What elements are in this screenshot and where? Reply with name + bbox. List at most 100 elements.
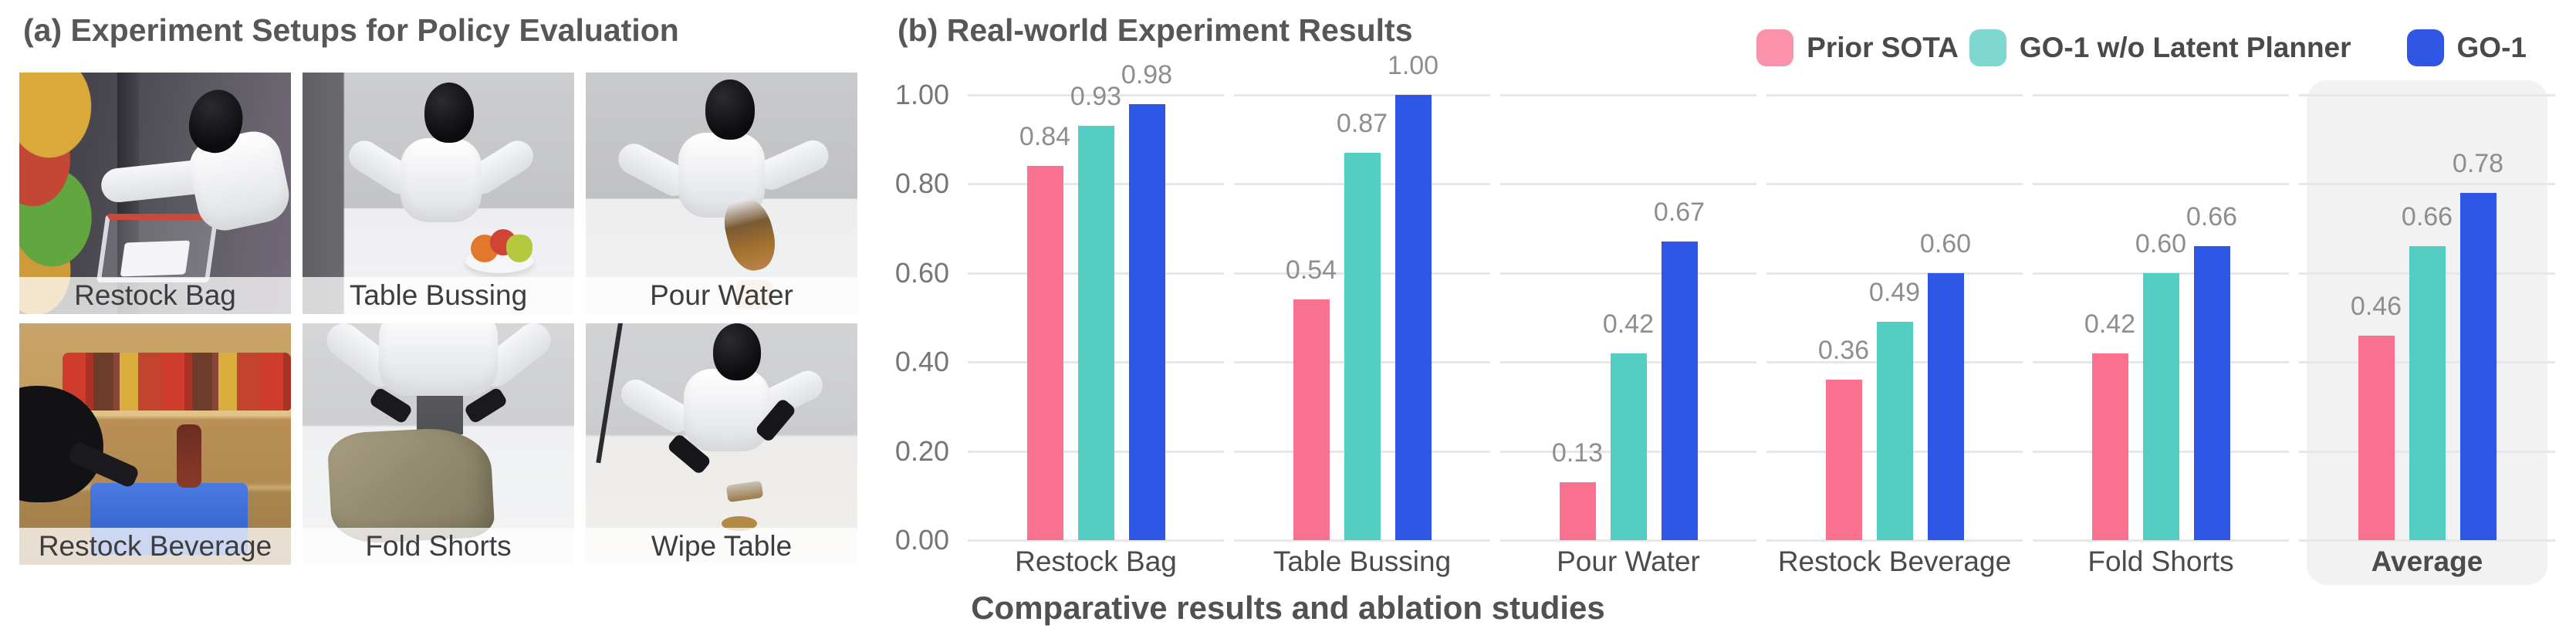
gridline: [2299, 183, 2555, 185]
legend-label: Prior SOTA: [1807, 32, 1959, 63]
bar-value-label: 0.60: [2135, 229, 2187, 258]
bar-go-1-w-o-latent-planner-restock-beverage: [1877, 322, 1913, 540]
gridline: [1500, 272, 1756, 275]
bar-go-1-fold-shorts: [2194, 246, 2230, 540]
bar-value-label: 0.66: [2401, 202, 2453, 231]
photo-decoration: [722, 516, 757, 532]
legend-label: GO-1: [2456, 32, 2527, 63]
setup-photo-restock-beverage: Restock Beverage: [19, 323, 291, 565]
x-category-label: Restock Beverage: [1777, 546, 2012, 577]
gridline: [1766, 539, 2023, 542]
photo-caption: Table Bussing: [303, 277, 574, 314]
x-category-label: Table Bussing: [1273, 546, 1452, 577]
bar-prior-sota-average: [2358, 336, 2395, 540]
legend-item-prior-sota: Prior SOTA: [1756, 29, 1959, 66]
bar-value-label: 0.98: [1121, 60, 1173, 90]
x-category-label: Restock Bag: [1015, 546, 1177, 577]
photo-decoration: [63, 352, 291, 411]
robot-head-illustration: [424, 82, 475, 143]
bar-value-label: 0.60: [1919, 229, 1972, 258]
setup-photo-table-bussing: Table Bussing: [303, 73, 574, 314]
gridline: [1766, 272, 2023, 275]
photo-decoration: [506, 234, 532, 262]
legend-item-go1-wo-latent-planner: GO-1 w/o Latent Planner: [1969, 29, 2351, 66]
y-axis-tick-label: 0.40: [894, 346, 949, 377]
panel-b-title: (b) Real-world Experiment Results: [898, 12, 1413, 48]
photo-decoration: [177, 424, 201, 488]
photo-caption: Fold Shorts: [303, 528, 574, 565]
bar-value-label: 0.54: [1285, 255, 1337, 285]
bar-value-label: 0.42: [2084, 309, 2136, 339]
bar-value-label: 0.67: [1653, 198, 1706, 227]
bar-value-label: 1.00: [1387, 51, 1439, 80]
y-axis-tick-label: 0.20: [894, 435, 949, 467]
bar-prior-sota-table-bussing: [1293, 299, 1330, 540]
gridline: [2033, 539, 2289, 542]
setup-photo-fold-shorts: Fold Shorts: [303, 323, 574, 565]
gridline: [2299, 94, 2555, 96]
gridline: [1234, 94, 1490, 96]
robot-torso-illustration: [400, 137, 482, 223]
x-category-label: Average: [2371, 546, 2483, 577]
bar-go-1-restock-bag: [1129, 104, 1165, 540]
bar-value-label: 0.42: [1602, 309, 1655, 339]
bar-go-1-w-o-latent-planner-fold-shorts: [2143, 273, 2179, 540]
bar-go-1-w-o-latent-planner-pour-water: [1611, 353, 1647, 540]
bar-go-1-average: [2460, 193, 2497, 540]
bar-go-1-w-o-latent-planner-restock-bag: [1078, 126, 1114, 540]
bar-value-label: 0.84: [1019, 122, 1071, 151]
bar-value-label: 0.46: [2350, 292, 2402, 321]
y-axis-tick-label: 0.60: [894, 257, 949, 289]
bar-value-label: 0.78: [2452, 149, 2504, 178]
bar-go-1-w-o-latent-planner-average: [2409, 246, 2446, 540]
bar-go-1-w-o-latent-planner-table-bussing: [1344, 153, 1381, 540]
gridline: [1234, 539, 1490, 542]
photo-caption: Pour Water: [586, 277, 857, 314]
setup-photo-pour-water: Pour Water: [586, 73, 857, 314]
legend-swatch-icon: [1756, 29, 1794, 66]
gridline: [968, 94, 1224, 96]
gridline: [2033, 94, 2289, 96]
legend-label: GO-1 w/o Latent Planner: [2019, 32, 2351, 63]
legend-swatch-icon: [2406, 29, 2444, 66]
bar-value-label: 0.87: [1336, 109, 1388, 138]
bar-chart: 0.00 0.20 0.40 0.60 0.80 1.00 0.84 0.54 0.13 0.36…: [892, 0, 2576, 642]
bar-go-1-table-bussing: [1395, 95, 1432, 540]
setup-photo-wipe-table: Wipe Table: [586, 323, 857, 565]
photo-caption: Restock Beverage: [19, 528, 291, 565]
robot-head-illustration: [713, 323, 762, 380]
bar-value-label: 0.49: [1868, 278, 1921, 307]
bar-prior-sota-fold-shorts: [2092, 353, 2128, 540]
bar-prior-sota-restock-bag: [1027, 166, 1063, 540]
bar-prior-sota-restock-beverage: [1826, 380, 1862, 540]
robot-torso-illustration: [378, 323, 499, 396]
gridline: [1500, 183, 1756, 185]
gridline: [1766, 94, 2023, 96]
bar-value-label: 0.36: [1817, 336, 1870, 365]
robot-torso-illustration: [683, 369, 771, 451]
gridline: [1500, 539, 1756, 542]
y-axis-tick-label: 0.00: [894, 524, 949, 556]
gridline: [968, 539, 1224, 542]
photo-decoration: [120, 240, 191, 277]
bar-go-1-restock-beverage: [1928, 273, 1964, 540]
setup-photo-restock-bag: Restock Bag: [19, 73, 291, 314]
x-category-label: Fold Shorts: [2088, 546, 2234, 577]
gridline: [2299, 539, 2555, 542]
gridline: [1766, 183, 2023, 185]
photo-decoration: [326, 425, 495, 546]
panel-a-title: (a) Experiment Setups for Policy Evaluat…: [23, 12, 679, 48]
legend-swatch-icon: [1969, 29, 2006, 66]
bar-go-1-pour-water: [1662, 242, 1698, 540]
bar-value-label: 0.66: [2186, 202, 2238, 231]
y-axis-tick-label: 1.00: [894, 79, 949, 110]
bar-value-label: 0.13: [1551, 438, 1604, 468]
robot-head-illustration: [705, 79, 755, 140]
gridline: [2033, 183, 2289, 185]
photo-caption: Restock Bag: [19, 277, 291, 314]
bar-prior-sota-pour-water: [1560, 482, 1596, 540]
y-axis-tick-label: 0.80: [894, 167, 949, 199]
legend-item-go1: GO-1: [2406, 29, 2527, 66]
bar-value-label: 0.93: [1070, 82, 1122, 111]
